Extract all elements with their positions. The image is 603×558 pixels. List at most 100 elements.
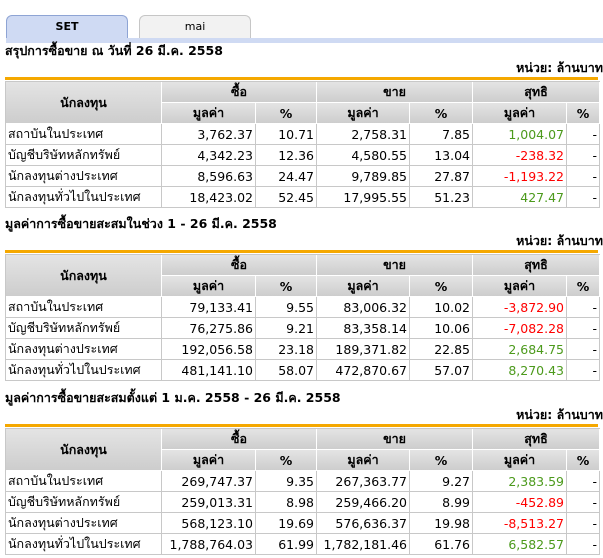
sell-percent: 13.04: [410, 145, 474, 166]
tab-mai[interactable]: mai: [139, 15, 251, 38]
investor-trading-table: นักลงทุน ซื้อ ขาย สุทธิ มูลค่า% มูลค่า% …: [5, 428, 601, 555]
value-header: มูลค่า: [473, 450, 568, 471]
investor-name: นักลงทุนทั่วไปในประเทศ: [6, 187, 162, 208]
net-percent: -: [567, 492, 601, 513]
net-percent: -: [567, 534, 601, 555]
value-header: มูลค่า: [317, 276, 410, 297]
sell-value: 472,870.67: [317, 360, 410, 381]
table-row: นักลงทุนต่างประเทศ 8,596.63 24.47 9,789.…: [6, 166, 601, 187]
buy-percent: 10.71: [256, 124, 317, 145]
percent-header: %: [256, 450, 317, 471]
buy-value: 8,596.63: [162, 166, 256, 187]
net-percent: -: [567, 360, 601, 381]
percent-header: %: [567, 450, 601, 471]
net-header: สุทธิ: [473, 82, 601, 103]
buy-percent: 58.07: [256, 360, 317, 381]
market-tabs: SET mai: [6, 15, 603, 43]
percent-header: %: [256, 276, 317, 297]
buy-percent: 9.55: [256, 297, 317, 318]
table-row: บัญชีบริษัทหลักทรัพย์ 4,342.23 12.36 4,5…: [6, 145, 601, 166]
buy-value: 259,013.31: [162, 492, 256, 513]
buy-value: 269,747.37: [162, 471, 256, 492]
percent-header: %: [567, 276, 601, 297]
sell-percent: 19.98: [410, 513, 474, 534]
sell-value: 2,758.31: [317, 124, 410, 145]
value-header: มูลค่า: [473, 103, 568, 124]
sell-percent: 22.85: [410, 339, 474, 360]
accent-divider: [5, 77, 598, 80]
sell-value: 4,580.55: [317, 145, 410, 166]
investor-name: สถาบันในประเทศ: [6, 297, 162, 318]
investor-name: สถาบันในประเทศ: [6, 471, 162, 492]
buy-percent: 61.99: [256, 534, 317, 555]
summary-section: สรุปการซื้อขาย ณ วันที่ 26 มี.ค. 2558 หน…: [5, 42, 603, 208]
net-percent: -: [567, 124, 601, 145]
buy-percent: 52.45: [256, 187, 317, 208]
percent-header: %: [410, 276, 474, 297]
value-header: มูลค่า: [162, 450, 256, 471]
summary-section: มูลค่าการซื้อขายสะสมตั้งแต่ 1 ม.ค. 2558 …: [5, 389, 603, 555]
investor-name: นักลงทุนทั่วไปในประเทศ: [6, 534, 162, 555]
buy-percent: 24.47: [256, 166, 317, 187]
sell-header: ขาย: [317, 255, 474, 276]
investor-header: นักลงทุน: [6, 255, 162, 297]
table-row: นักลงทุนทั่วไปในประเทศ 1,788,764.03 61.9…: [6, 534, 601, 555]
net-percent: -: [567, 166, 601, 187]
unit-label: หน่วย: ล้านบาท: [516, 407, 603, 422]
percent-header: %: [567, 103, 601, 124]
net-value: -7,082.28: [473, 318, 568, 339]
sell-percent: 51.23: [410, 187, 474, 208]
net-value: -8,513.27: [473, 513, 568, 534]
buy-percent: 9.21: [256, 318, 317, 339]
value-header: มูลค่า: [162, 276, 256, 297]
buy-percent: 23.18: [256, 339, 317, 360]
buy-value: 481,141.10: [162, 360, 256, 381]
investor-trading-table: นักลงทุน ซื้อ ขาย สุทธิ มูลค่า% มูลค่า% …: [5, 254, 601, 381]
tab-set[interactable]: SET: [6, 15, 128, 38]
investor-name: นักลงทุนทั่วไปในประเทศ: [6, 360, 162, 381]
table-row: นักลงทุนทั่วไปในประเทศ 18,423.02 52.45 1…: [6, 187, 601, 208]
net-value: 6,582.57: [473, 534, 568, 555]
buy-header: ซื้อ: [162, 255, 317, 276]
investor-name: นักลงทุนต่างประเทศ: [6, 513, 162, 534]
buy-percent: 19.69: [256, 513, 317, 534]
percent-header: %: [410, 450, 474, 471]
sell-value: 83,006.32: [317, 297, 410, 318]
net-header: สุทธิ: [473, 255, 601, 276]
sell-header: ขาย: [317, 429, 474, 450]
investor-header: นักลงทุน: [6, 82, 162, 124]
sell-value: 17,995.55: [317, 187, 410, 208]
value-header: มูลค่า: [162, 103, 256, 124]
sell-value: 259,466.20: [317, 492, 410, 513]
table-row: บัญชีบริษัทหลักทรัพย์ 76,275.86 9.21 83,…: [6, 318, 601, 339]
net-percent: -: [567, 145, 601, 166]
buy-value: 4,342.23: [162, 145, 256, 166]
buy-header: ซื้อ: [162, 82, 317, 103]
investor-header: นักลงทุน: [6, 429, 162, 471]
section-title: สรุปการซื้อขาย ณ วันที่ 26 มี.ค. 2558: [5, 43, 223, 58]
sell-percent: 61.76: [410, 534, 474, 555]
sell-percent: 27.87: [410, 166, 474, 187]
tab-underline: [6, 38, 603, 43]
table-row: สถาบันในประเทศ 79,133.41 9.55 83,006.32 …: [6, 297, 601, 318]
net-value: -238.32: [473, 145, 568, 166]
net-header: สุทธิ: [473, 429, 601, 450]
net-value: 8,270.43: [473, 360, 568, 381]
sell-value: 576,636.37: [317, 513, 410, 534]
investor-name: นักลงทุนต่างประเทศ: [6, 166, 162, 187]
buy-header: ซื้อ: [162, 429, 317, 450]
net-value: 1,004.07: [473, 124, 568, 145]
value-header: มูลค่า: [473, 276, 568, 297]
buy-value: 76,275.86: [162, 318, 256, 339]
table-row: นักลงทุนต่างประเทศ 568,123.10 19.69 576,…: [6, 513, 601, 534]
table-row: นักลงทุนต่างประเทศ 192,056.58 23.18 189,…: [6, 339, 601, 360]
unit-label: หน่วย: ล้านบาท: [516, 233, 603, 248]
sell-percent: 10.06: [410, 318, 474, 339]
buy-value: 192,056.58: [162, 339, 256, 360]
percent-header: %: [256, 103, 317, 124]
sell-percent: 8.99: [410, 492, 474, 513]
net-percent: -: [567, 513, 601, 534]
accent-divider: [5, 424, 598, 427]
accent-divider: [5, 250, 598, 253]
sell-percent: 57.07: [410, 360, 474, 381]
